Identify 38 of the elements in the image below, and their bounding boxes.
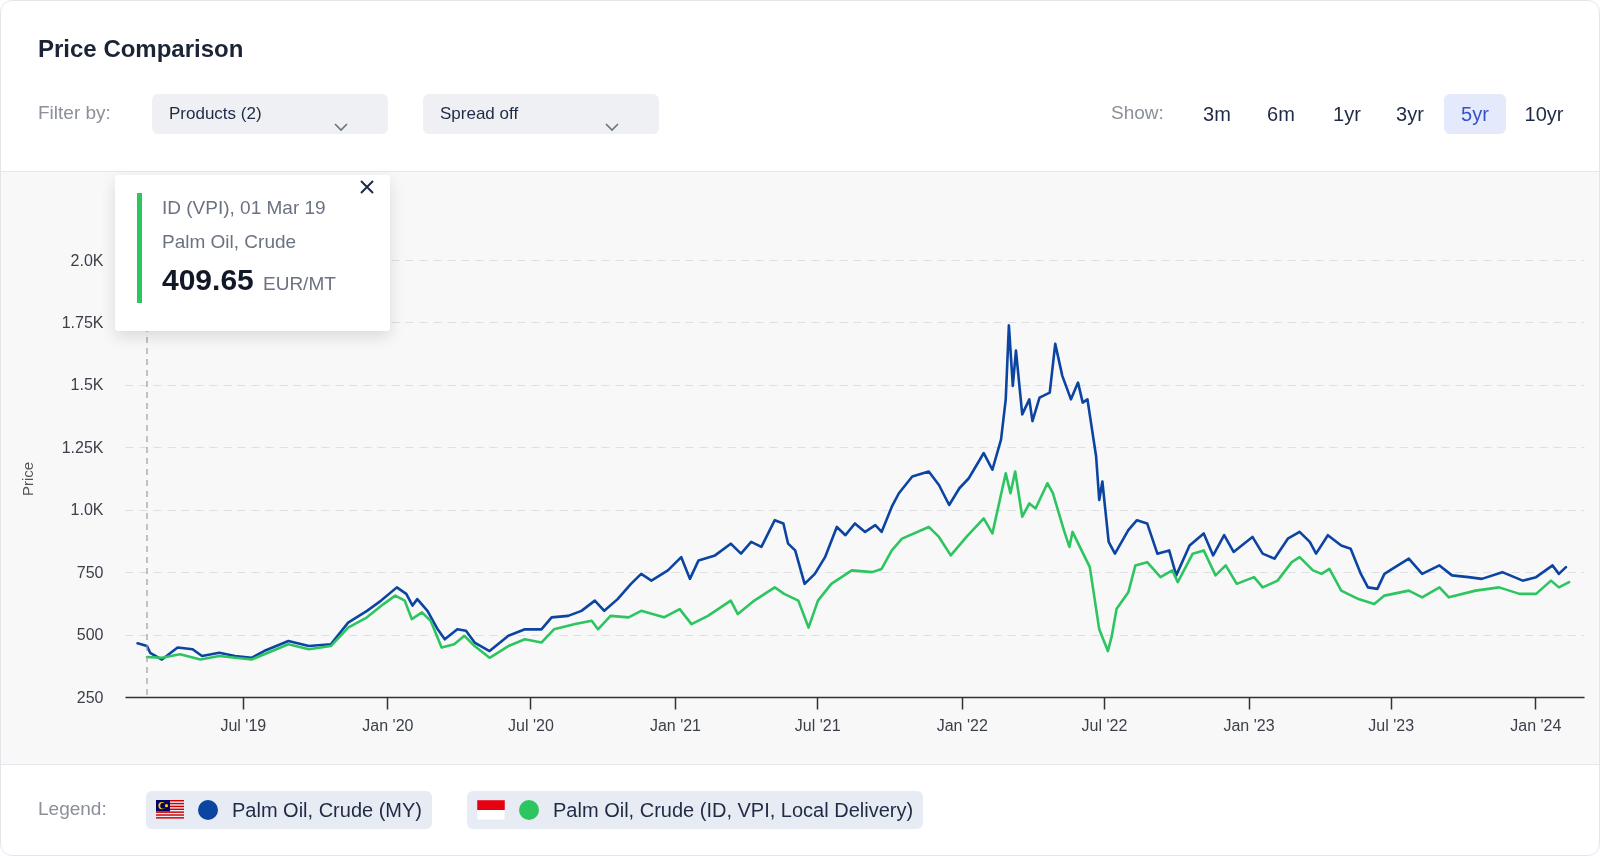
x-tick-label: Jan '21 <box>649 716 702 734</box>
annotation: EUR/MT <box>263 273 336 295</box>
text: Spread off <box>440 104 519 124</box>
text: Show: <box>1111 102 1164 124</box>
y-tick-label: 750 <box>76 563 104 581</box>
y-tick-label: 250 <box>76 688 104 706</box>
x-tick-label: Jul '19 <box>220 716 267 734</box>
line-series <box>136 324 1568 661</box>
x-tick-label: Jan '23 <box>1223 716 1275 734</box>
x-tick-label: Jul '22 <box>1081 716 1128 734</box>
y-tick-label: 1.25K <box>61 438 104 456</box>
legend-label: Palm Oil, Crude (ID, VPI, Local Delivery) <box>553 798 914 822</box>
x-tick-label: Jul '23 <box>1368 716 1415 734</box>
text: 5yr <box>1444 94 1506 134</box>
text: 3m <box>1202 102 1232 127</box>
x-tick-label: Jul '20 <box>508 716 554 734</box>
text: 3yr <box>1395 102 1425 127</box>
text: Legend: <box>38 798 107 820</box>
legend-label: Palm Oil, Crude (MY) <box>232 798 423 822</box>
annotation: 409.65 <box>162 263 254 297</box>
text: 6m <box>1266 102 1296 127</box>
chart-title: Price Comparison <box>38 35 244 63</box>
y-tick-label: 1.75K <box>61 313 104 331</box>
y-tick-label: 1.5K <box>70 376 104 394</box>
text: Products (2) <box>169 104 262 124</box>
x-tick-label: Jul '21 <box>794 716 841 734</box>
x-tick-label: Jan '24 <box>1510 716 1562 734</box>
y-axis-title: Price <box>18 461 36 497</box>
tooltip-box: ID (VPI), 01 Mar 19 Palm Oil, Crude 409.65 EUR/MT <box>115 175 390 331</box>
y-tick-label: 500 <box>76 626 104 644</box>
line-series <box>145 470 1571 661</box>
text: 1yr <box>1332 102 1362 127</box>
text: Filter by: <box>38 102 111 124</box>
x-tick-label: Jan '20 <box>362 716 414 734</box>
text: 10yr <box>1523 102 1565 127</box>
y-tick-label: 1.0K <box>70 501 104 519</box>
y-tick-label: 2.0K <box>70 251 104 269</box>
x-tick-label: Jan '22 <box>936 716 988 734</box>
